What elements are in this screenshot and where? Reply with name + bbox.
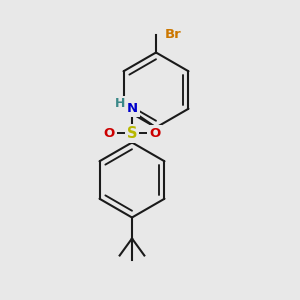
Text: O: O [104,127,115,140]
Text: Br: Br [165,28,182,41]
Text: O: O [149,127,160,140]
Text: H: H [115,97,125,110]
Text: N: N [126,101,138,115]
Text: S: S [127,126,137,141]
